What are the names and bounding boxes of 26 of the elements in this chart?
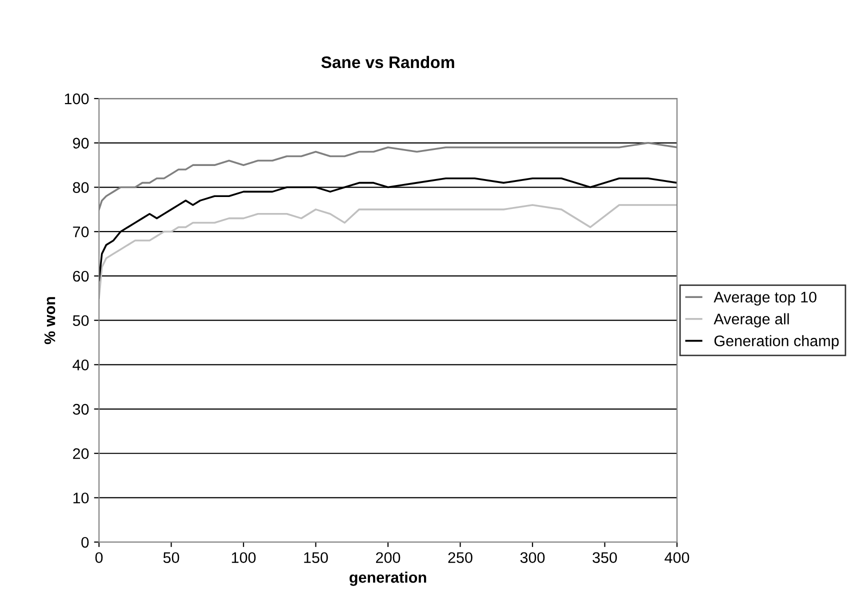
y-tick-label: 100: [64, 93, 89, 104]
x-tick-label: 50: [163, 552, 180, 564]
y-tick-label: 0: [81, 536, 89, 548]
y-tick-label: 30: [72, 404, 89, 415]
chart-title: Sane vs Random: [321, 56, 454, 68]
y-tick-label: 40: [72, 360, 89, 370]
legend-label: Generation champ: [714, 335, 839, 350]
legend-label: Average top 10: [714, 292, 816, 306]
x-tick-label: 0: [95, 552, 103, 564]
y-axis-title: % won: [44, 297, 56, 344]
x-tick-label: 250: [448, 552, 472, 564]
x-tick-label: 150: [304, 552, 328, 564]
x-tick-label: 400: [664, 552, 690, 564]
x-tick-label: 100: [232, 552, 256, 564]
y-tick-label: 10: [73, 492, 89, 504]
y-tick-label: 20: [73, 448, 89, 460]
x-tick-label: 200: [376, 552, 400, 564]
legend-label: Average all: [714, 313, 789, 328]
y-tick-label: 80: [72, 182, 89, 193]
x-axis-title: generation: [350, 572, 426, 586]
x-tick-label: 350: [592, 552, 617, 564]
y-tick-label: 70: [73, 226, 89, 238]
y-tick-label: 50: [72, 315, 89, 326]
x-tick-label: 300: [520, 552, 545, 564]
y-tick-label: 60: [73, 270, 89, 282]
y-tick-label: 90: [73, 138, 89, 149]
